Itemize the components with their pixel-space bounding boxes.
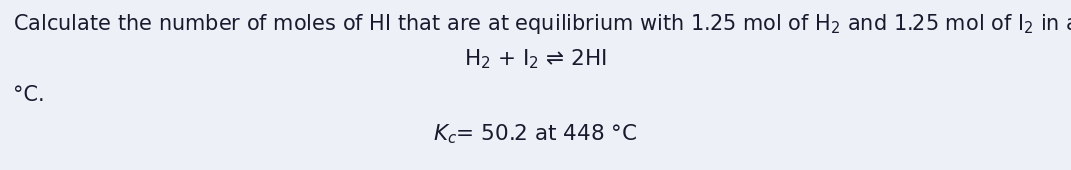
Text: H$_2$ + I$_2$ ⇌ 2HI: H$_2$ + I$_2$ ⇌ 2HI (464, 48, 607, 71)
Text: °C.: °C. (13, 85, 45, 105)
Text: $K_c$= 50.2 at 448 °C: $K_c$= 50.2 at 448 °C (434, 122, 637, 146)
Text: Calculate the number of moles of HI that are at equilibrium with 1.25 mol of H$_: Calculate the number of moles of HI that… (13, 12, 1071, 36)
